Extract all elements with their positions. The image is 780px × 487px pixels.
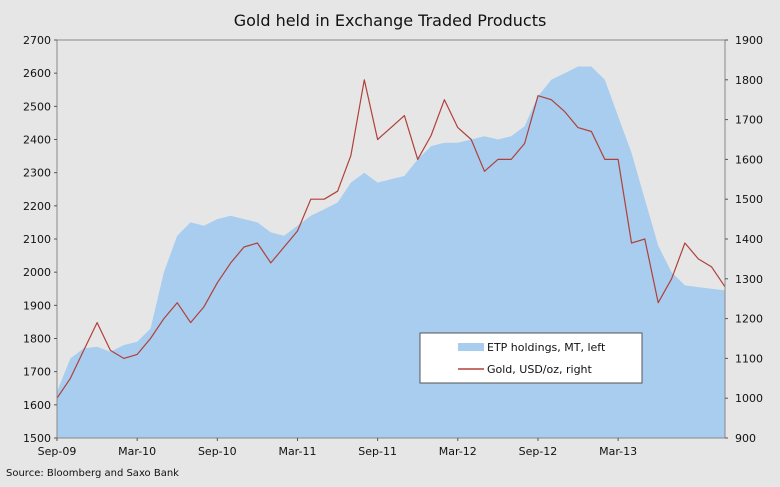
right-tick-label: 1300 bbox=[735, 273, 763, 286]
right-tick-label: 1200 bbox=[735, 313, 763, 326]
left-tick-label: 2400 bbox=[23, 134, 51, 147]
left-tick-label: 2700 bbox=[23, 34, 51, 47]
x-tick-label: Mar-13 bbox=[599, 445, 637, 458]
right-tick-label: 1900 bbox=[735, 34, 763, 47]
left-tick-label: 2600 bbox=[23, 67, 51, 80]
right-tick-label: 900 bbox=[735, 432, 756, 445]
x-tick-label: Sep-11 bbox=[358, 445, 397, 458]
left-tick-label: 2300 bbox=[23, 167, 51, 180]
x-tick-label: Sep-09 bbox=[38, 445, 77, 458]
legend-etp-label: ETP holdings, MT, left bbox=[487, 341, 606, 354]
right-tick-label: 1500 bbox=[735, 193, 763, 206]
left-tick-label: 2500 bbox=[23, 100, 51, 113]
legend-box bbox=[419, 332, 643, 384]
source-note: Source: Bloomberg and Saxo Bank bbox=[6, 468, 179, 479]
legend-gold-label: Gold, USD/oz, right bbox=[487, 363, 593, 376]
left-tick-label: 1600 bbox=[23, 399, 51, 412]
x-tick-label: Mar-10 bbox=[118, 445, 156, 458]
left-tick-label: 1500 bbox=[23, 432, 51, 445]
x-tick-label: Sep-10 bbox=[198, 445, 237, 458]
right-y-axis: 900 1000 1100 1200 1300 1400 1500 1600 1700 1800 1… bbox=[725, 34, 763, 445]
x-tick-label: Sep-12 bbox=[519, 445, 558, 458]
chart-legend: ETP holdings, MT, left Gold, USD/oz, rig… bbox=[419, 332, 643, 384]
x-tick-label: Mar-11 bbox=[278, 445, 316, 458]
right-tick-label: 1100 bbox=[735, 352, 763, 365]
legend-etp-swatch bbox=[458, 343, 484, 351]
right-tick-label: 1600 bbox=[735, 153, 763, 166]
left-tick-label: 2200 bbox=[23, 200, 51, 213]
right-tick-label: 1000 bbox=[735, 392, 763, 405]
left-tick-label: 1700 bbox=[23, 366, 51, 379]
right-tick-label: 1400 bbox=[735, 233, 763, 246]
left-y-axis: 1500 1600 1700 1800 1900 2000 2100 2200 2300 2400… bbox=[23, 34, 57, 445]
left-tick-label: 1900 bbox=[23, 299, 51, 312]
right-tick-label: 1700 bbox=[735, 114, 763, 127]
x-axis: Sep-09 Mar-10 Sep-10 Mar-11 Sep-11 Mar-12 Sep-… bbox=[38, 438, 637, 458]
right-tick-label: 1800 bbox=[735, 74, 763, 87]
left-tick-label: 2100 bbox=[23, 233, 51, 246]
x-tick-label: Mar-12 bbox=[439, 445, 477, 458]
left-tick-label: 2000 bbox=[23, 266, 51, 279]
chart-title: Gold held in Exchange Traded Products bbox=[234, 11, 547, 30]
left-tick-label: 1800 bbox=[23, 333, 51, 346]
gold-price-line bbox=[56, 79, 726, 399]
